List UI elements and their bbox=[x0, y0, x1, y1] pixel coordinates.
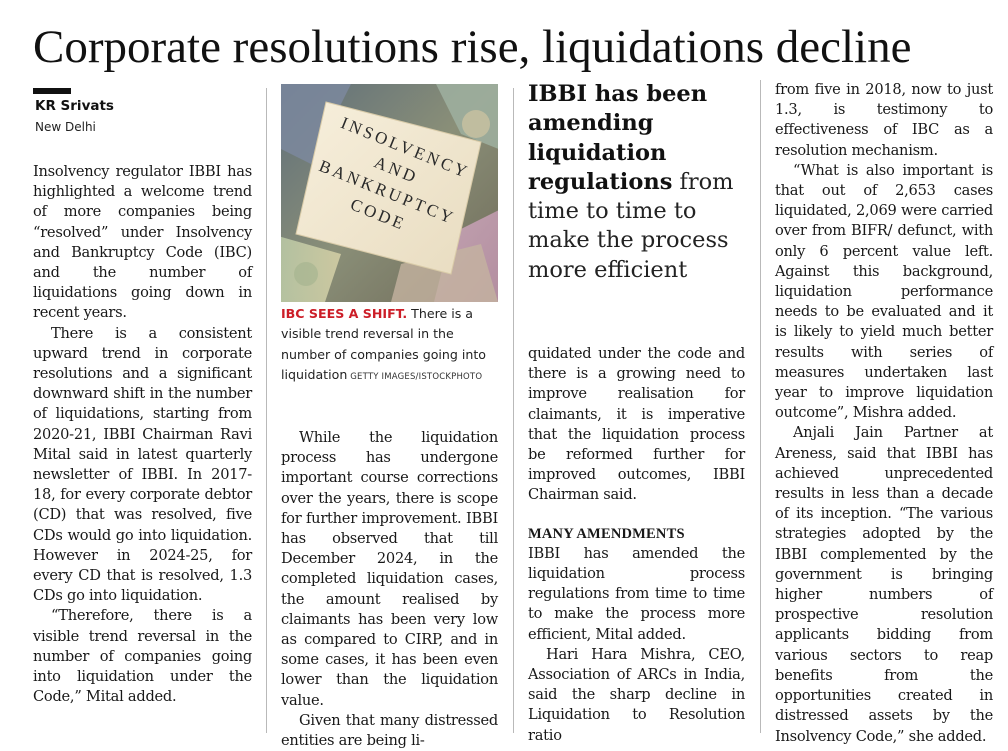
photo-caption: IBC SEES A SHIFT. There is a visible tre… bbox=[281, 304, 497, 388]
caption-kicker: IBC SEES A SHIFT. bbox=[281, 306, 408, 321]
paragraph-6: quidated under the code and there is a g… bbox=[528, 345, 745, 504]
byline: KR Srivats bbox=[35, 98, 114, 114]
paragraph-8: Hari Hara Mishra, CEO, Association of AR… bbox=[528, 645, 745, 744]
column-divider-1 bbox=[266, 88, 267, 733]
insolvency-banknotes-image: INSOLVENCY AND BANKRUPTCY CODE bbox=[281, 84, 498, 302]
byline-rule-mark bbox=[33, 88, 71, 94]
pull-quote: IBBI has been amending liquidation regul… bbox=[528, 80, 758, 285]
paragraph-3: “Therefore, there is a visible trend rev… bbox=[33, 607, 252, 706]
headline: Corporate resolutions rise, liquidations… bbox=[33, 21, 912, 73]
column-1: Insolvency regulator IBBI has highlighte… bbox=[33, 162, 252, 707]
paragraph-5: Given that many distressed entities are … bbox=[281, 711, 498, 750]
paragraph-9: from five in 2018, now to just 1.3, is t… bbox=[775, 81, 993, 159]
column-3: quidated under the code and there is a g… bbox=[528, 344, 745, 746]
column-4: from five in 2018, now to just 1.3, is t… bbox=[775, 80, 993, 747]
paragraph-11: Anjali Jain Partner at Areness, said tha… bbox=[775, 424, 993, 745]
paragraph-4: While the liquidation process has underg… bbox=[281, 429, 498, 709]
dateline: New Delhi bbox=[35, 120, 96, 134]
caption-text: There is a visible trend reversal in the… bbox=[281, 306, 486, 383]
paragraph-2: There is a consistent upward trend in co… bbox=[33, 324, 252, 605]
paragraph-7: IBBI has amended the liquidation process… bbox=[528, 544, 745, 643]
insolvency-photo: INSOLVENCY AND BANKRUPTCY CODE bbox=[281, 84, 498, 302]
paragraph-1: Insolvency regulator IBBI has highlighte… bbox=[33, 163, 252, 322]
pull-quote-light: from time to time to make the process mo… bbox=[528, 168, 734, 283]
caption-credit: GETTY IMAGES/ISTOCKPHOTO bbox=[347, 372, 483, 383]
column-divider-3 bbox=[760, 80, 761, 733]
column-2: While the liquidation process has underg… bbox=[281, 428, 498, 751]
pull-quote-bold: IBBI has been amending liquidation regul… bbox=[528, 81, 708, 195]
subhead-many-amendments: MANY AMENDMENTS bbox=[528, 525, 685, 542]
paragraph-10: “What is also important is that out of 2… bbox=[775, 161, 993, 422]
column-divider-2 bbox=[513, 88, 514, 733]
